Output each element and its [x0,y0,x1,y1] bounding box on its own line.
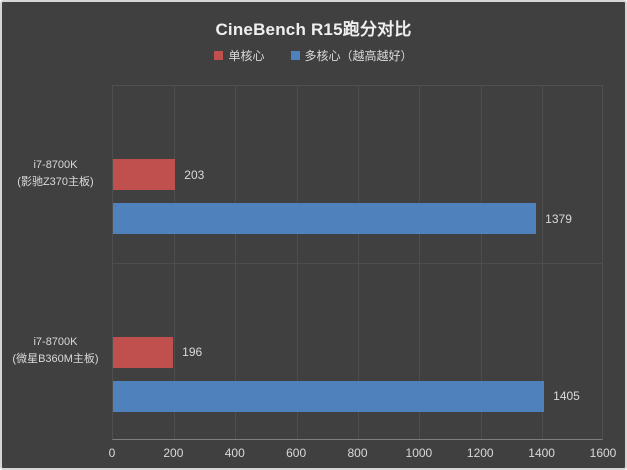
legend-item-multi-core: 多核心（越高越好） [290,47,413,64]
legend-swatch-multi-core-icon [290,51,300,60]
x-tick-label-200: 200 [163,446,184,460]
category-label: i7-8700K (微星B360M主板) [12,336,99,366]
category-axis: i7-8700K (影驰Z370主板) i7-8700K (微星B360M主板) [2,85,109,440]
x-tick-label-1600: 1600 [589,446,617,460]
legend-label-single-core: 单核心 [228,49,265,63]
value-axis: 0 200 400 600 800 1000 1200 1400 1600 [108,446,617,462]
category-label: i7-8700K (影驰Z370主板) [17,158,94,188]
bar-multi-core [113,380,545,412]
x-tick-label-600: 600 [286,446,307,460]
legend: 单核心 多核心（越高越好） [2,47,625,64]
gridline-200 [173,86,175,439]
gridline-600 [296,86,298,439]
x-tick-label-400: 400 [224,446,245,460]
data-label: 1405 [553,389,580,404]
legend-item-single-core: 单核心 [214,47,265,64]
gridline-1400 [542,86,544,439]
data-label: 1379 [545,211,572,226]
category-divider [113,263,602,264]
bar-single-core [113,336,174,368]
gridline-800 [358,86,359,439]
x-tick-label-800: 800 [347,446,368,460]
plot-area: 203 1379 196 1405 [112,85,603,440]
gridline-1000 [419,86,421,439]
data-label: 196 [182,345,203,360]
x-tick-label-0: 0 [108,446,116,460]
legend-swatch-single-core-icon [214,51,224,60]
legend-label-multi-core: 多核心（越高越好） [304,49,413,63]
gridline-1200 [480,86,482,439]
bar-single-core [113,159,176,191]
gridline-400 [235,86,237,439]
x-tick-label-1000: 1000 [405,446,433,460]
bar-multi-core [113,203,537,235]
x-tick-label-1200: 1200 [466,446,494,460]
x-tick-label-1400: 1400 [528,446,555,460]
data-label: 203 [184,167,205,182]
chart-title: CineBench R15跑分对比 [215,20,412,39]
